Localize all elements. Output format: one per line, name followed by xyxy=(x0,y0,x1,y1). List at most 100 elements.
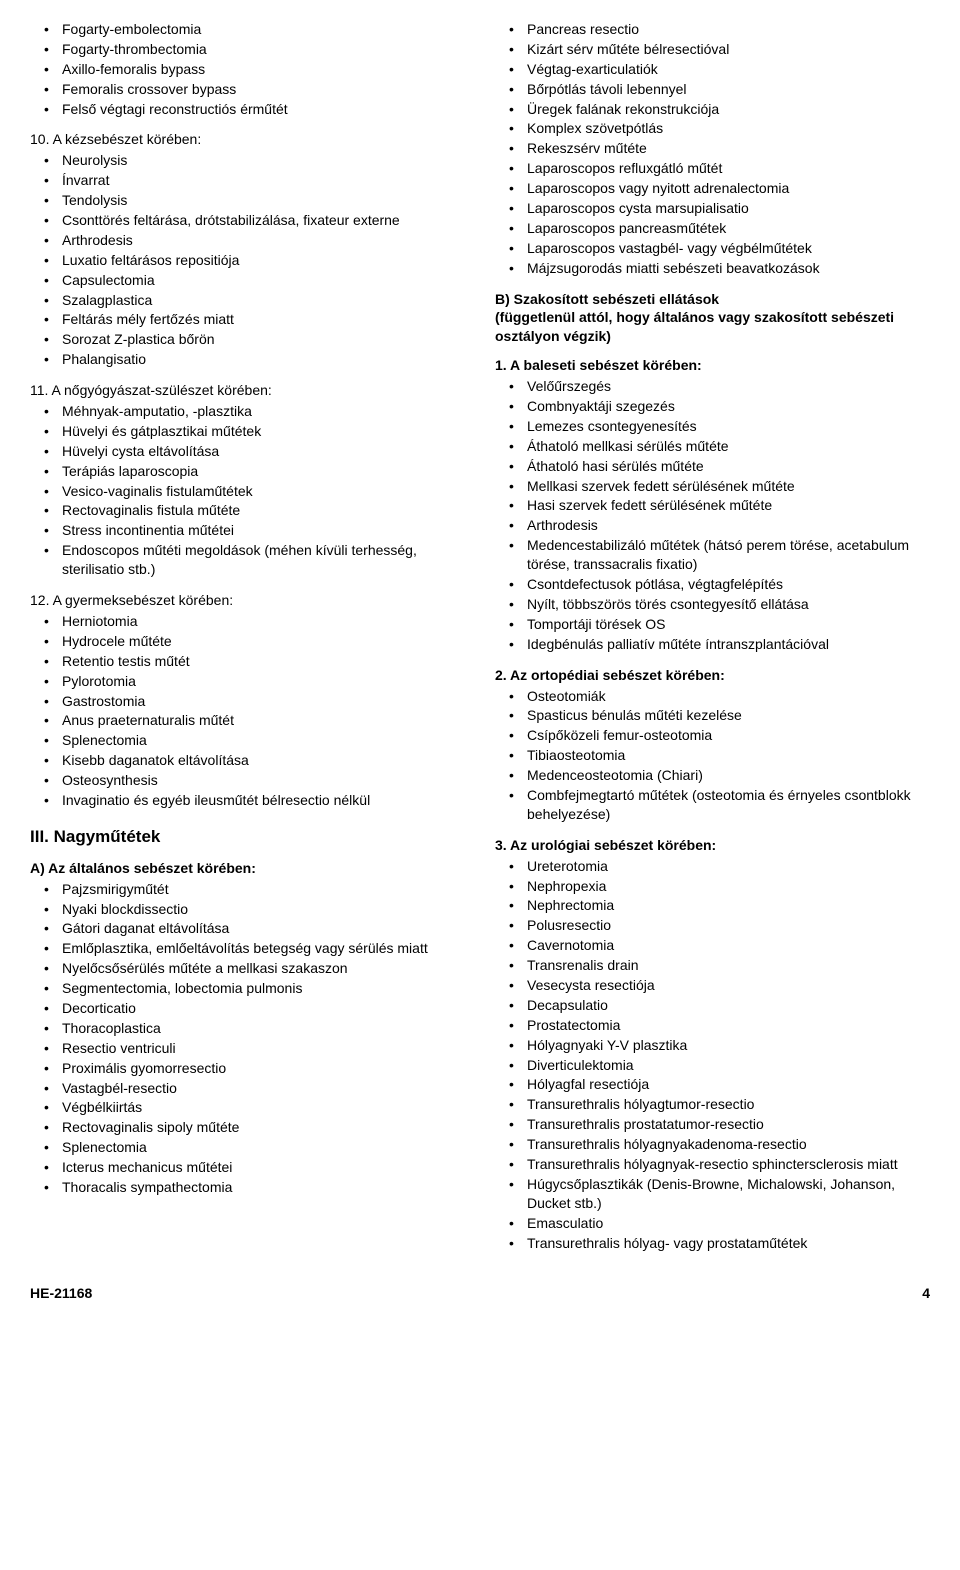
list-item: Végbélkiirtás xyxy=(30,1098,465,1117)
list-item: Transurethralis prostatatumor-resectio xyxy=(495,1115,930,1134)
list-item: Invaginatio és egyéb ileusműtét bélresec… xyxy=(30,791,465,810)
list-item: Prostatectomia xyxy=(495,1016,930,1035)
section-11-list: Méhnyak-amputatio, -plasztikaHüvelyi és … xyxy=(30,402,465,579)
list-item: Thoracalis sympathectomia xyxy=(30,1178,465,1197)
list-item: Lemezes csontegyenesítés xyxy=(495,417,930,436)
list-item: Stress incontinentia műtétei xyxy=(30,521,465,540)
list-item: Splenectomia xyxy=(30,731,465,750)
section-r1-list: VelőűrszegésCombnyaktáji szegezésLemezes… xyxy=(495,377,930,653)
list-item: Kizárt sérv műtéte bélresectióval xyxy=(495,40,930,59)
list-item: Hüvelyi és gátplasztikai műtétek xyxy=(30,422,465,441)
list-item: Laparoscopos pancreasműtétek xyxy=(495,219,930,238)
footer-right: 4 xyxy=(922,1284,930,1303)
list-item: Komplex szövetpótlás xyxy=(495,119,930,138)
section-r3-list: UreterotomiaNephropexiaNephrectomiaPolus… xyxy=(495,857,930,1253)
section-10-title: 10. A kézsebészet körében: xyxy=(30,130,465,149)
section-r2-title: 2. Az ortopédiai sebészet körében: xyxy=(495,666,930,685)
list-item: Hólyagfal resectiója xyxy=(495,1075,930,1094)
list-item: Tomportáji törések OS xyxy=(495,615,930,634)
section-a-title: A) Az általános sebészet körében: xyxy=(30,859,465,878)
list-item: Combnyaktáji szegezés xyxy=(495,397,930,416)
list-item: Capsulectomia xyxy=(30,271,465,290)
list-item: Nephropexia xyxy=(495,877,930,896)
list-item: Hólyagnyaki Y-V plasztika xyxy=(495,1036,930,1055)
list-item: Medenceosteotomia (Chiari) xyxy=(495,766,930,785)
list-item: Mellkasi szervek fedett sérülésének műté… xyxy=(495,477,930,496)
list-item: Luxatio feltárásos repositiója xyxy=(30,251,465,270)
list-item: Icterus mechanicus műtétei xyxy=(30,1158,465,1177)
list-item: Herniotomia xyxy=(30,612,465,631)
list-item: Nyaki blockdissectio xyxy=(30,900,465,919)
list-item: Májzsugorodás miatti sebészeti beavatkoz… xyxy=(495,259,930,278)
list-item: Cavernotomia xyxy=(495,936,930,955)
list-item: Proximális gyomorresectio xyxy=(30,1059,465,1078)
list-item: Osteotomiák xyxy=(495,687,930,706)
list-item: Hydrocele műtéte xyxy=(30,632,465,651)
section-b-title: B) Szakosított sebészeti ellátások xyxy=(495,290,930,309)
list-item: Transurethralis hólyagnyakadenoma-resect… xyxy=(495,1135,930,1154)
list-item: Medencestabilizáló műtétek (hátsó perem … xyxy=(495,536,930,574)
heading-iii: III. Nagyműtétek xyxy=(30,826,465,849)
list-item: Rectovaginalis sipoly műtéte xyxy=(30,1118,465,1137)
list-item: Transrenalis drain xyxy=(495,956,930,975)
list-item: Gastrostomia xyxy=(30,692,465,711)
list-item: Üregek falának rekonstrukciója xyxy=(495,100,930,119)
list-item: Axillo-femoralis bypass xyxy=(30,60,465,79)
list-item: Ínvarrat xyxy=(30,171,465,190)
list-item: Thoracoplastica xyxy=(30,1019,465,1038)
columns: Fogarty-embolectomiaFogarty-thrombectomi… xyxy=(30,20,930,1264)
list-item: Tendolysis xyxy=(30,191,465,210)
list-item: Áthatoló mellkasi sérülés műtéte xyxy=(495,437,930,456)
list-item: Nyílt, többszörös törés csontegyesítő el… xyxy=(495,595,930,614)
list-item: Áthatoló hasi sérülés műtéte xyxy=(495,457,930,476)
list-item: Pajzsmirigyműtét xyxy=(30,880,465,899)
list-item: Retentio testis műtét xyxy=(30,652,465,671)
list-item: Felső végtagi reconstructiós érműtét xyxy=(30,100,465,119)
list-item: Transurethralis hólyagtumor-resectio xyxy=(495,1095,930,1114)
list-item: Méhnyak-amputatio, -plasztika xyxy=(30,402,465,421)
left-top-list: Fogarty-embolectomiaFogarty-thrombectomi… xyxy=(30,20,465,118)
list-item: Nyelőcsősérülés műtéte a mellkasi szakas… xyxy=(30,959,465,978)
list-item: Terápiás laparoscopia xyxy=(30,462,465,481)
list-item: Arthrodesis xyxy=(495,516,930,535)
list-item: Osteosynthesis xyxy=(30,771,465,790)
list-item: Csonttörés feltárása, drótstabilizálása,… xyxy=(30,211,465,230)
list-item: Emlőplasztika, emlőeltávolítás betegség … xyxy=(30,939,465,958)
list-item: Diverticulektomia xyxy=(495,1056,930,1075)
list-item: Laparoscopos refluxgátló műtét xyxy=(495,159,930,178)
list-item: Femoralis crossover bypass xyxy=(30,80,465,99)
list-item: Laparoscopos cysta marsupialisatio xyxy=(495,199,930,218)
list-item: Transurethralis hólyag- vagy prostataműt… xyxy=(495,1234,930,1253)
list-item: Kisebb daganatok eltávolítása xyxy=(30,751,465,770)
list-item: Anus praeternaturalis műtét xyxy=(30,711,465,730)
list-item: Pancreas resectio xyxy=(495,20,930,39)
list-item: Végtag-exarticulatiók xyxy=(495,60,930,79)
list-item: Nephrectomia xyxy=(495,896,930,915)
section-b-note: (függetlenül attól, hogy általános vagy … xyxy=(495,308,930,346)
list-item: Tibiaosteotomia xyxy=(495,746,930,765)
left-column: Fogarty-embolectomiaFogarty-thrombectomi… xyxy=(30,20,465,1264)
list-item: Segmentectomia, lobectomia pulmonis xyxy=(30,979,465,998)
list-item: Polusresectio xyxy=(495,916,930,935)
list-item: Splenectomia xyxy=(30,1138,465,1157)
list-item: Velőűrszegés xyxy=(495,377,930,396)
section-11-title: 11. A nőgyógyászat-szülészet körében: xyxy=(30,381,465,400)
list-item: Vastagbél-resectio xyxy=(30,1079,465,1098)
section-r2-list: OsteotomiákSpasticus bénulás műtéti keze… xyxy=(495,687,930,824)
right-column: Pancreas resectioKizárt sérv műtéte bélr… xyxy=(495,20,930,1264)
right-top-list: Pancreas resectioKizárt sérv műtéte bélr… xyxy=(495,20,930,278)
list-item: Ureterotomia xyxy=(495,857,930,876)
section-12-list: HerniotomiaHydrocele műtéteRetentio test… xyxy=(30,612,465,810)
footer-left: HE-21168 xyxy=(30,1284,92,1303)
section-r3-title: 3. Az urológiai sebészet körében: xyxy=(495,836,930,855)
list-item: Csípőközeli femur-osteotomia xyxy=(495,726,930,745)
section-r1-title: 1. A baleseti sebészet körében: xyxy=(495,356,930,375)
list-item: Szalagplastica xyxy=(30,291,465,310)
list-item: Fogarty-embolectomia xyxy=(30,20,465,39)
list-item: Spasticus bénulás műtéti kezelése xyxy=(495,706,930,725)
list-item: Decapsulatio xyxy=(495,996,930,1015)
list-item: Hasi szervek fedett sérülésének műtéte xyxy=(495,496,930,515)
list-item: Vesico-vaginalis fistulaműtétek xyxy=(30,482,465,501)
page-footer: HE-21168 4 xyxy=(30,1284,930,1303)
list-item: Bőrpótlás távoli lebennyel xyxy=(495,80,930,99)
